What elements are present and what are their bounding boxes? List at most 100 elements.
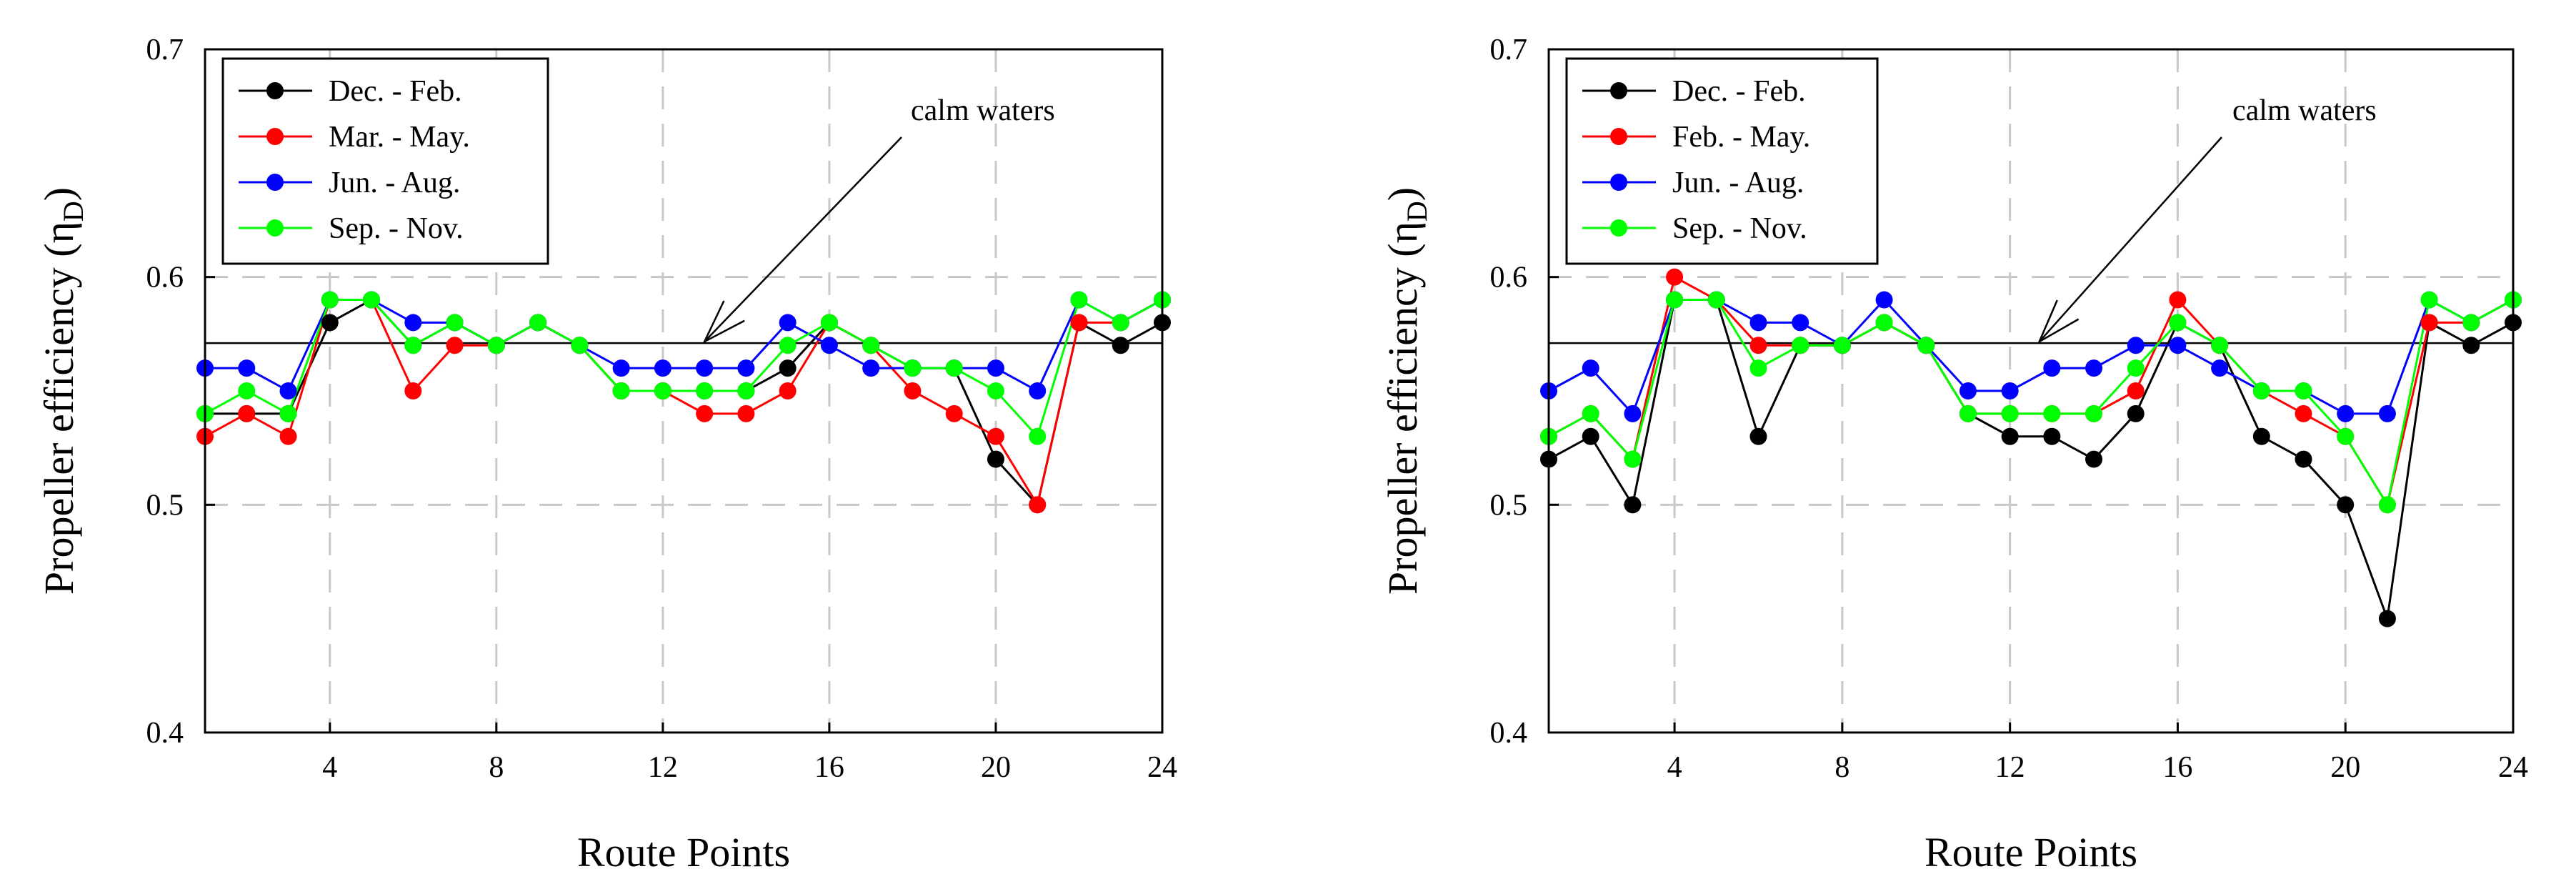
data-point-2 [1792, 314, 1809, 332]
data-point-3 [529, 314, 547, 332]
data-point-2 [612, 359, 630, 377]
legend-marker-3 [266, 219, 284, 237]
data-point-0 [1624, 496, 1642, 514]
x-tick-label: 4 [1667, 751, 1682, 784]
data-point-3 [987, 382, 1004, 399]
right-chart: 4 8 12 16 20 24 0.4 0.5 0.6 0.7 Route Points Propel… [1379, 34, 2528, 875]
data-point-3 [779, 337, 797, 354]
x-tick-label: 20 [2330, 751, 2360, 784]
data-point-3 [820, 314, 838, 332]
data-point-3 [446, 314, 464, 332]
data-point-0 [987, 450, 1004, 468]
x-tick-label: 8 [1834, 751, 1849, 784]
data-point-3 [487, 337, 505, 354]
legend-marker-1 [1610, 128, 1627, 145]
data-point-1 [2169, 291, 2187, 309]
data-point-0 [1582, 427, 1599, 445]
y-tick-label: 0.5 [1490, 489, 1528, 522]
data-point-3 [321, 291, 339, 309]
y-axis-label-main: Propeller efficiency (η [36, 222, 82, 595]
data-point-3 [363, 291, 381, 309]
data-point-1 [2420, 314, 2438, 332]
data-point-3 [945, 359, 963, 377]
data-point-3 [2043, 404, 2061, 422]
data-point-2 [2211, 359, 2229, 377]
data-point-1 [904, 382, 922, 399]
data-point-3 [1624, 450, 1642, 468]
x-axis-label: Route Points [1924, 829, 2137, 875]
data-point-0 [2252, 427, 2270, 445]
calm-waters-annotation: calm waters [2232, 94, 2377, 127]
y-axis-label-subscript: D [57, 201, 89, 222]
data-point-3 [2085, 404, 2103, 422]
data-point-3 [1749, 359, 1767, 377]
data-point-3 [654, 382, 672, 399]
annotation-arrow-head [2037, 299, 2080, 344]
data-point-3 [2462, 314, 2480, 332]
data-point-3 [1833, 337, 1851, 354]
x-tick-label: 12 [1995, 751, 2025, 784]
data-point-2 [1749, 314, 1767, 332]
y-axis-label-close: ) [36, 187, 82, 201]
data-point-1 [404, 382, 422, 399]
x-tick-label: 20 [981, 751, 1011, 784]
left-chart: 4 8 12 16 20 24 0.4 0.5 0.6 0.7 Route Points Propel… [36, 34, 1177, 875]
data-point-3 [737, 382, 755, 399]
data-point-1 [779, 382, 797, 399]
data-point-2 [1959, 382, 1977, 399]
data-point-3 [238, 382, 256, 399]
data-point-0 [2337, 496, 2355, 514]
data-point-2 [820, 337, 838, 354]
data-point-3 [862, 337, 880, 354]
data-point-3 [2211, 337, 2229, 354]
plot-frame [204, 48, 1164, 734]
data-point-3 [2001, 404, 2019, 422]
y-tick-label: 0.7 [1490, 34, 1528, 66]
data-point-1 [1070, 314, 1088, 332]
data-point-1 [945, 404, 963, 422]
data-point-2 [862, 359, 880, 377]
data-point-3 [1029, 427, 1047, 445]
data-point-0 [1749, 427, 1767, 445]
data-point-2 [2127, 337, 2145, 354]
annotation-arrow-shaft [2038, 136, 2222, 342]
data-point-3 [1792, 337, 1809, 354]
data-point-3 [2420, 291, 2438, 309]
legend-label-2: Jun. - Aug. [1672, 167, 1804, 199]
data-point-2 [779, 314, 797, 332]
x-tick-label: 24 [1147, 751, 1177, 784]
data-point-2 [279, 382, 297, 399]
calm-waters-annotation: calm waters [911, 94, 1055, 127]
x-tick-label: 4 [322, 751, 337, 784]
x-tick-label: 24 [2498, 751, 2528, 784]
data-point-0 [2378, 610, 2396, 627]
data-point-3 [612, 382, 630, 399]
data-point-2 [987, 359, 1004, 377]
x-tick-label: 12 [648, 751, 678, 784]
data-point-1 [696, 404, 714, 422]
data-point-3 [696, 382, 714, 399]
annotation-arrow-head [702, 300, 745, 344]
y-axis-label: Propeller efficiency (ηD) [36, 187, 89, 595]
y-tick-label: 0.4 [1490, 717, 1528, 750]
annotation-arrow-shaft [704, 136, 902, 342]
data-point-2 [1624, 404, 1642, 422]
data-point-2 [1875, 291, 1893, 309]
data-point-0 [2085, 450, 2103, 468]
data-point-1 [446, 337, 464, 354]
data-point-3 [1666, 291, 1684, 309]
data-point-0 [2043, 427, 2061, 445]
legend-marker-1 [266, 128, 284, 145]
data-point-2 [1582, 359, 1599, 377]
data-point-1 [238, 404, 256, 422]
legend-marker-0 [266, 82, 284, 99]
y-axis-label: Propeller efficiency (ηD) [1379, 187, 1433, 595]
data-point-2 [404, 314, 422, 332]
legend-marker-2 [1610, 174, 1627, 191]
data-point-2 [654, 359, 672, 377]
plot-frame [1547, 48, 2515, 734]
data-point-1 [1749, 337, 1767, 354]
data-point-2 [1029, 382, 1047, 399]
data-point-3 [1582, 404, 1599, 422]
x-axis-label: Route Points [577, 829, 790, 875]
